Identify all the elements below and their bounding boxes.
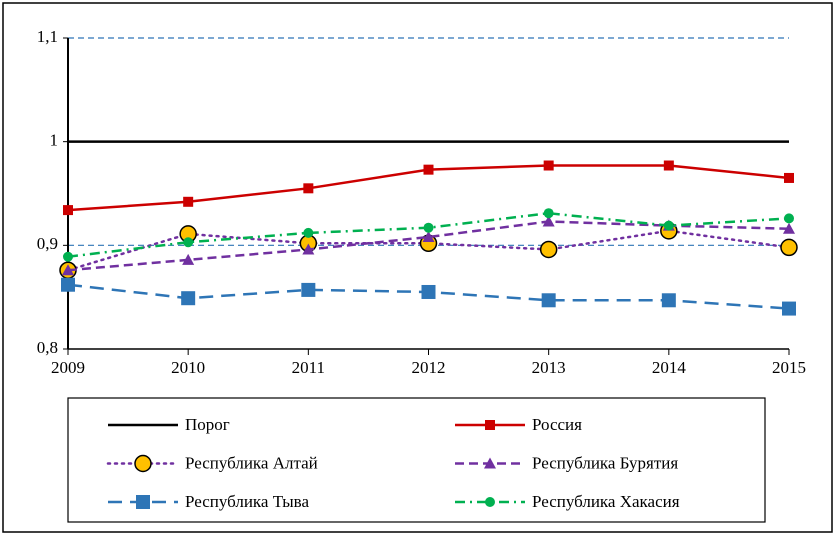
y-tick-label: 0,8 bbox=[37, 338, 58, 357]
legend-label: Россия bbox=[532, 415, 582, 434]
marker bbox=[63, 251, 73, 262]
legend-label: Республика Алтай bbox=[185, 453, 318, 472]
legend-marker bbox=[485, 497, 495, 507]
marker bbox=[423, 164, 434, 175]
legend-marker bbox=[136, 495, 150, 509]
marker bbox=[182, 253, 195, 265]
legend-label: Республика Хакасия bbox=[532, 492, 680, 511]
marker bbox=[183, 237, 194, 248]
marker bbox=[302, 243, 315, 255]
legend-label: Порог bbox=[185, 415, 230, 434]
marker bbox=[661, 293, 676, 308]
marker bbox=[301, 282, 316, 297]
x-tick-label: 2013 bbox=[532, 358, 566, 377]
marker bbox=[663, 220, 674, 231]
marker bbox=[63, 205, 73, 216]
y-tick-label: 1,1 bbox=[37, 27, 58, 46]
x-tick-label: 2009 bbox=[51, 358, 85, 377]
x-tick-label: 2014 bbox=[652, 358, 687, 377]
marker bbox=[784, 213, 794, 224]
x-tick-label: 2010 bbox=[171, 358, 205, 377]
marker bbox=[542, 215, 555, 227]
x-tick-label: 2012 bbox=[412, 358, 446, 377]
marker bbox=[421, 284, 436, 299]
marker bbox=[784, 172, 794, 183]
y-tick-label: 1 bbox=[50, 131, 59, 150]
marker bbox=[183, 196, 194, 207]
marker bbox=[543, 208, 554, 219]
y-tick-label: 0,9 bbox=[37, 234, 58, 253]
x-tick-label: 2015 bbox=[772, 358, 806, 377]
marker bbox=[303, 183, 314, 194]
marker bbox=[543, 160, 554, 171]
marker bbox=[663, 160, 674, 171]
legend-label: Республика Тыва bbox=[185, 492, 309, 511]
legend-marker bbox=[134, 454, 152, 473]
legend-marker bbox=[485, 420, 495, 430]
marker bbox=[422, 231, 435, 243]
marker bbox=[423, 222, 434, 233]
marker bbox=[541, 293, 556, 308]
x-tick-label: 2011 bbox=[292, 358, 325, 377]
legend-marker bbox=[484, 457, 496, 469]
marker bbox=[303, 227, 314, 238]
legend-box bbox=[67, 397, 766, 523]
marker bbox=[61, 277, 75, 292]
marker bbox=[782, 301, 796, 316]
marker bbox=[181, 291, 196, 306]
marker bbox=[62, 264, 74, 276]
legend-label: Республика Бурятия bbox=[532, 453, 678, 472]
marker bbox=[539, 240, 558, 259]
marker bbox=[780, 238, 798, 257]
marker bbox=[783, 222, 795, 234]
